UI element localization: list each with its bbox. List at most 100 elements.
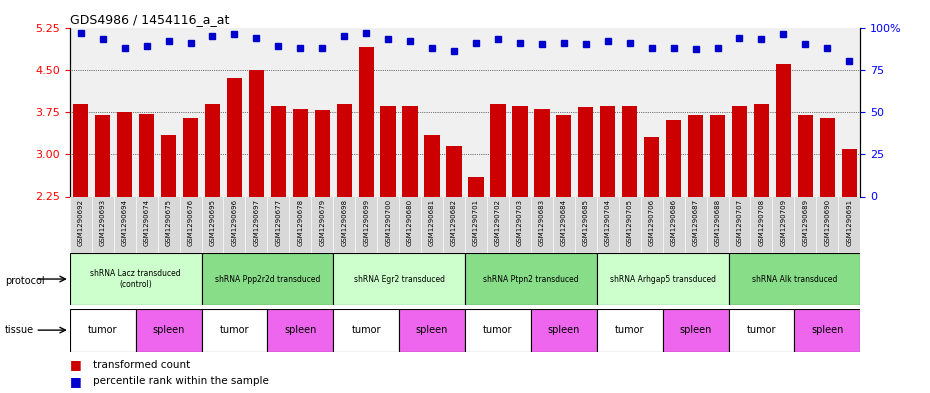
Text: tumor: tumor <box>219 325 249 335</box>
Bar <box>117 112 132 196</box>
Text: GSM1290698: GSM1290698 <box>341 199 347 246</box>
Text: GSM1290704: GSM1290704 <box>604 199 611 246</box>
Text: GSM1290678: GSM1290678 <box>298 199 303 246</box>
Bar <box>753 104 769 196</box>
Text: GSM1290697: GSM1290697 <box>253 199 259 246</box>
Bar <box>95 115 111 196</box>
Text: GSM1290693: GSM1290693 <box>100 199 106 246</box>
Bar <box>399 309 465 352</box>
Bar <box>469 177 484 196</box>
Bar <box>227 78 242 196</box>
Bar <box>183 118 198 196</box>
Bar <box>333 309 399 352</box>
Bar <box>600 107 616 196</box>
Text: GSM1290682: GSM1290682 <box>451 199 457 246</box>
Bar <box>293 109 308 196</box>
Bar <box>424 134 440 196</box>
Text: shRNA Ppp2r2d transduced: shRNA Ppp2r2d transduced <box>215 275 320 283</box>
Bar <box>337 104 352 196</box>
Text: tissue: tissue <box>5 325 33 335</box>
Bar <box>271 107 286 196</box>
Text: protocol: protocol <box>5 276 45 286</box>
Text: spleen: spleen <box>285 325 316 335</box>
Text: GSM1290677: GSM1290677 <box>275 199 282 246</box>
Text: spleen: spleen <box>811 325 844 335</box>
Text: GSM1290686: GSM1290686 <box>671 199 677 246</box>
Text: tumor: tumor <box>747 325 777 335</box>
Text: GSM1290700: GSM1290700 <box>385 199 392 246</box>
Text: spleen: spleen <box>153 325 185 335</box>
Text: GSM1290706: GSM1290706 <box>648 199 655 246</box>
Bar <box>732 107 747 196</box>
Text: GSM1290690: GSM1290690 <box>824 199 830 246</box>
Text: GSM1290683: GSM1290683 <box>538 199 545 246</box>
Text: GSM1290695: GSM1290695 <box>209 199 216 246</box>
Bar <box>380 107 396 196</box>
Bar <box>202 253 333 305</box>
Bar <box>798 115 813 196</box>
Bar <box>446 146 461 196</box>
Text: GSM1290709: GSM1290709 <box>780 199 787 246</box>
Text: shRNA Alk transduced: shRNA Alk transduced <box>751 275 837 283</box>
Bar <box>490 104 506 196</box>
Bar <box>73 104 88 196</box>
Bar <box>578 108 593 196</box>
Text: shRNA Arhgap5 transduced: shRNA Arhgap5 transduced <box>610 275 715 283</box>
Bar <box>248 70 264 196</box>
Text: GSM1290676: GSM1290676 <box>188 199 193 246</box>
Bar <box>333 253 465 305</box>
Text: GSM1290691: GSM1290691 <box>846 199 852 246</box>
Text: percentile rank within the sample: percentile rank within the sample <box>93 376 269 386</box>
Bar <box>465 253 597 305</box>
Text: GSM1290703: GSM1290703 <box>517 199 523 246</box>
Bar <box>267 309 333 352</box>
Text: GSM1290707: GSM1290707 <box>737 199 742 246</box>
Text: GSM1290694: GSM1290694 <box>122 199 127 246</box>
Text: GSM1290681: GSM1290681 <box>429 199 435 246</box>
Text: GSM1290692: GSM1290692 <box>78 199 84 246</box>
Bar <box>597 309 662 352</box>
Text: tumor: tumor <box>352 325 381 335</box>
Bar <box>531 309 597 352</box>
Text: GSM1290680: GSM1290680 <box>407 199 413 246</box>
Text: GSM1290702: GSM1290702 <box>495 199 501 246</box>
Text: spleen: spleen <box>680 325 711 335</box>
Text: GSM1290675: GSM1290675 <box>166 199 171 246</box>
Bar <box>512 107 527 196</box>
Text: GDS4986 / 1454116_a_at: GDS4986 / 1454116_a_at <box>70 13 229 26</box>
Text: tumor: tumor <box>615 325 644 335</box>
Bar <box>465 309 531 352</box>
Bar <box>710 115 725 196</box>
Bar <box>358 47 374 196</box>
Bar <box>728 253 860 305</box>
Bar <box>662 309 728 352</box>
Text: tumor: tumor <box>88 325 117 335</box>
Bar <box>136 309 202 352</box>
Text: spleen: spleen <box>548 325 580 335</box>
Text: spleen: spleen <box>416 325 448 335</box>
Text: GSM1290679: GSM1290679 <box>319 199 325 246</box>
Bar <box>688 115 703 196</box>
Bar <box>205 104 220 196</box>
Bar <box>597 253 728 305</box>
Bar <box>622 107 637 196</box>
Text: transformed count: transformed count <box>93 360 191 370</box>
Bar <box>403 107 418 196</box>
Text: GSM1290705: GSM1290705 <box>627 199 632 246</box>
Bar <box>139 114 154 196</box>
Bar <box>666 120 682 196</box>
Bar <box>161 134 177 196</box>
Text: GSM1290708: GSM1290708 <box>759 199 764 246</box>
Text: GSM1290699: GSM1290699 <box>364 199 369 246</box>
Bar <box>794 309 860 352</box>
Text: GSM1290687: GSM1290687 <box>693 199 698 246</box>
Bar <box>776 64 791 196</box>
Bar <box>842 149 857 196</box>
Text: shRNA Lacz transduced
(control): shRNA Lacz transduced (control) <box>90 269 181 289</box>
Bar <box>644 138 659 196</box>
Text: GSM1290684: GSM1290684 <box>561 199 566 246</box>
Bar <box>202 309 267 352</box>
Bar <box>728 309 794 352</box>
Text: GSM1290689: GSM1290689 <box>803 199 808 246</box>
Bar <box>534 109 550 196</box>
